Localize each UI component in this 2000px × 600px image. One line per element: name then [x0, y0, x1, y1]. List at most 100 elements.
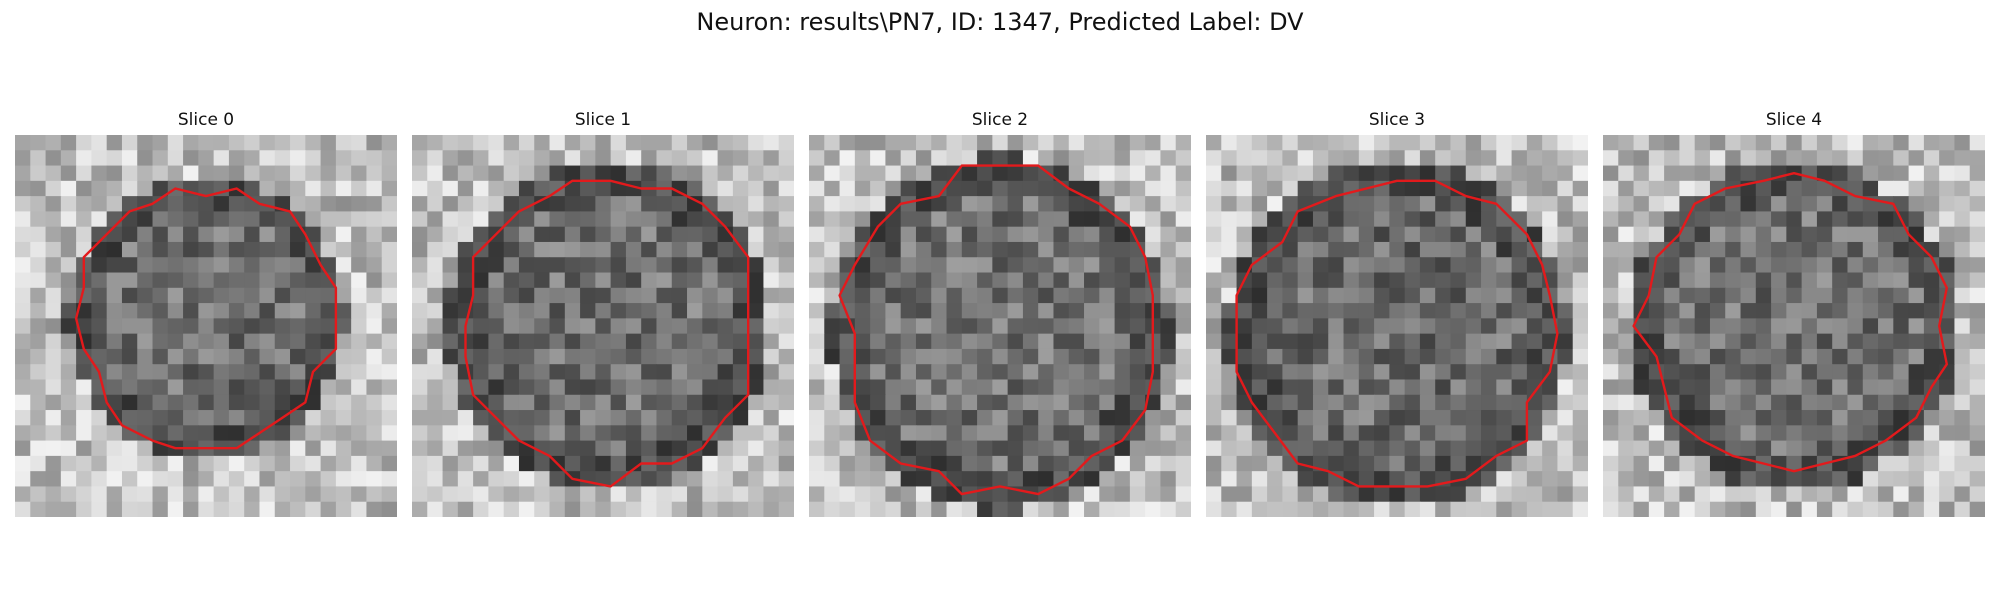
image-pixel — [60, 257, 77, 274]
image-pixel — [1603, 486, 1619, 503]
image-pixel — [183, 257, 199, 274]
image-pixel — [946, 180, 963, 197]
image-pixel — [457, 272, 474, 289]
image-pixel — [1099, 241, 1116, 258]
image-pixel — [1404, 287, 1421, 304]
image-pixel — [900, 348, 917, 365]
image-pixel — [1725, 440, 1742, 457]
image-pixel — [946, 455, 963, 472]
image-pixel — [1419, 486, 1436, 503]
image-pixel — [580, 241, 596, 258]
image-pixel — [1312, 425, 1329, 442]
image-pixel — [1297, 348, 1314, 365]
image-pixel — [45, 226, 62, 243]
image-pixel — [213, 257, 230, 274]
image-pixel — [1740, 410, 1757, 426]
image-pixel — [702, 471, 719, 488]
image-pixel — [1633, 455, 1650, 472]
image-pixel — [1374, 455, 1390, 472]
image-pixel — [1557, 333, 1574, 350]
image-pixel — [1725, 348, 1742, 365]
image-pixel — [915, 379, 932, 396]
image-pixel — [1496, 211, 1513, 228]
image-pixel — [1267, 455, 1283, 472]
image-pixel — [748, 455, 765, 472]
image-pixel — [1328, 440, 1345, 457]
image-pixel — [1908, 226, 1925, 243]
image-pixel — [412, 241, 428, 258]
image-pixel — [488, 318, 505, 335]
image-pixel — [1740, 486, 1757, 503]
image-pixel — [1297, 226, 1314, 243]
image-pixel — [946, 379, 963, 396]
image-pixel — [137, 257, 154, 274]
image-pixel — [1542, 440, 1559, 457]
image-pixel — [1099, 211, 1116, 228]
image-pixel — [15, 180, 31, 197]
image-pixel — [1358, 410, 1375, 426]
image-pixel — [335, 272, 352, 289]
slice-image — [1603, 135, 1985, 517]
image-pixel — [687, 440, 703, 457]
image-pixel — [580, 364, 596, 381]
image-pixel — [91, 257, 108, 274]
image-pixel — [1939, 471, 1956, 488]
image-pixel — [30, 196, 47, 212]
image-pixel — [1648, 501, 1665, 517]
image-pixel — [1312, 348, 1329, 365]
image-pixel — [45, 257, 62, 274]
image-pixel — [778, 196, 794, 212]
image-pixel — [1969, 272, 1985, 289]
image-pixel — [1160, 486, 1177, 503]
image-pixel — [961, 287, 978, 304]
image-pixel — [1801, 440, 1818, 457]
image-pixel — [1374, 226, 1390, 243]
image-pixel — [732, 272, 749, 289]
image-pixel — [1251, 318, 1268, 335]
image-pixel — [992, 486, 1009, 503]
image-pixel — [1969, 196, 1985, 212]
image-pixel — [518, 211, 535, 228]
image-pixel — [1206, 211, 1222, 228]
image-pixel — [778, 257, 794, 274]
image-pixel — [442, 165, 459, 182]
image-pixel — [1862, 364, 1879, 381]
image-pixel — [1771, 257, 1787, 274]
image-pixel — [1526, 180, 1543, 197]
image-pixel — [305, 318, 322, 335]
image-pixel — [1358, 241, 1375, 258]
image-pixel — [931, 241, 948, 258]
image-pixel — [1022, 364, 1039, 381]
image-pixel — [15, 425, 31, 442]
image-pixel — [1160, 135, 1177, 151]
image-pixel — [671, 257, 688, 274]
image-pixel — [1053, 440, 1070, 457]
image-pixel — [1007, 135, 1024, 151]
image-pixel — [870, 287, 886, 304]
image-pixel — [198, 303, 215, 319]
image-pixel — [1786, 410, 1803, 426]
image-pixel — [1908, 486, 1925, 503]
image-pixel — [839, 287, 856, 304]
image-pixel — [1694, 471, 1711, 488]
image-pixel — [1939, 165, 1956, 182]
image-pixel — [1755, 394, 1772, 411]
image-pixel — [457, 287, 474, 304]
image-pixel — [778, 211, 794, 228]
image-pixel — [1542, 471, 1559, 488]
image-pixel — [1557, 287, 1574, 304]
image-pixel — [915, 486, 932, 503]
image-pixel — [1129, 211, 1146, 228]
image-pixel — [1603, 440, 1619, 457]
image-pixel — [1389, 272, 1406, 289]
image-pixel — [748, 440, 765, 457]
image-pixel — [977, 410, 993, 426]
image-pixel — [106, 440, 123, 457]
image-pixel — [1664, 364, 1680, 381]
image-pixel — [1878, 364, 1894, 381]
image-pixel — [1175, 241, 1191, 258]
image-pixel — [30, 455, 47, 472]
image-pixel — [503, 348, 520, 365]
image-pixel — [763, 257, 780, 274]
image-pixel — [854, 226, 871, 243]
